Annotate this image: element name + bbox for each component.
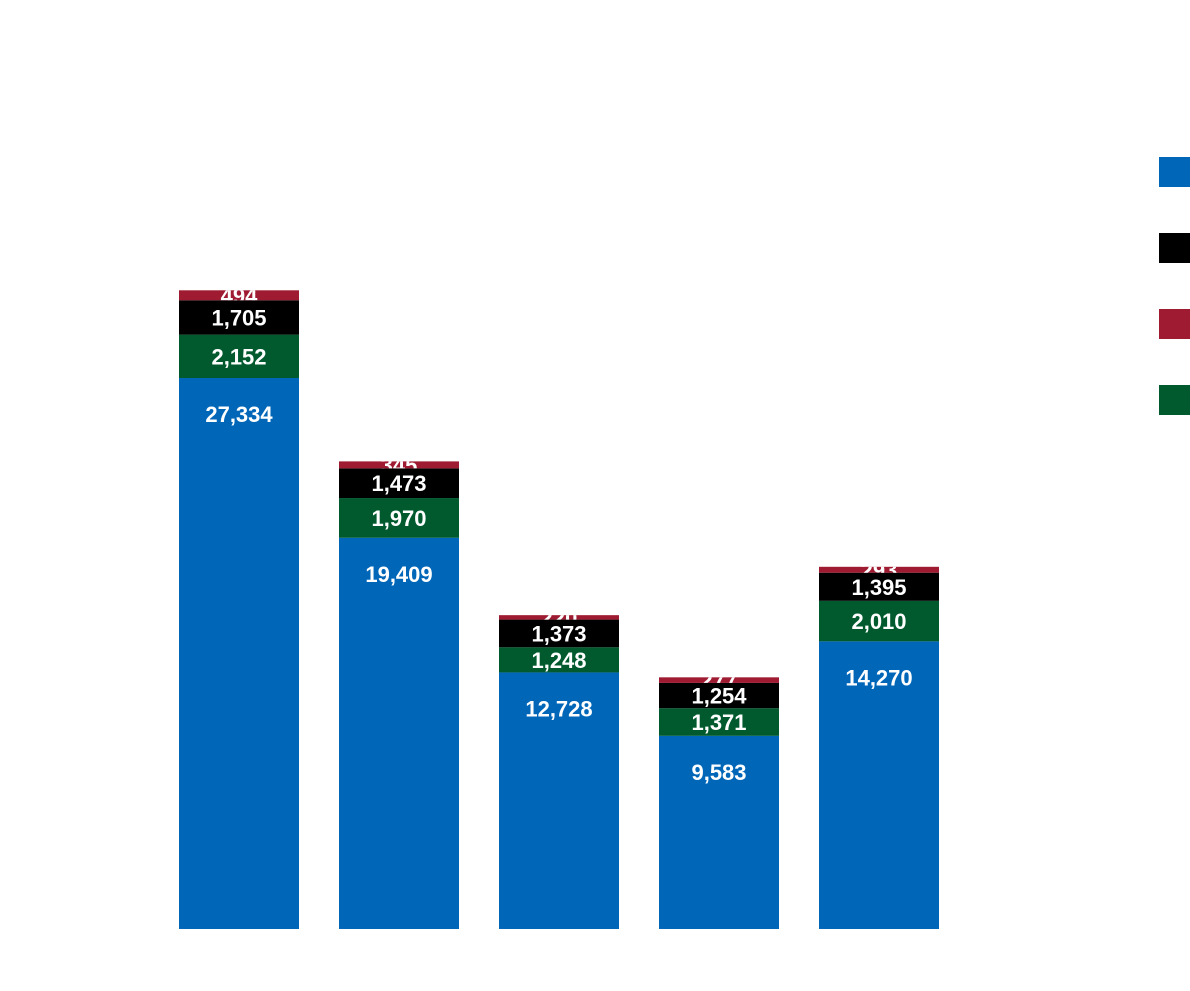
legend-swatch-4 bbox=[1159, 385, 1190, 415]
data-label-5-2: 2,010 bbox=[851, 609, 906, 634]
bar-segment-5-4 bbox=[819, 566, 939, 573]
data-label-1-4: 494 bbox=[221, 283, 258, 308]
data-label-1-2: 2,152 bbox=[211, 344, 266, 369]
bar-segment-1-2 bbox=[179, 334, 299, 379]
legend-swatch-3 bbox=[1159, 309, 1190, 339]
bar-segment-2-1 bbox=[339, 537, 459, 929]
data-label-3-4: 220 bbox=[541, 605, 578, 630]
data-label-5-1: 14,270 bbox=[845, 665, 912, 690]
data-label-2-4: 345 bbox=[381, 453, 418, 478]
bar-segment-2-4 bbox=[339, 461, 459, 469]
data-label-1-1: 27,334 bbox=[205, 402, 273, 427]
bar-segment-1-1 bbox=[179, 378, 299, 929]
data-label-1-3: 1,705 bbox=[211, 305, 266, 330]
bar-segment-3-4 bbox=[499, 615, 619, 620]
bar-segment-1-3 bbox=[179, 300, 299, 335]
data-label-3-1: 12,728 bbox=[525, 696, 592, 721]
bar-segment-4-1 bbox=[659, 735, 779, 929]
data-label-5-3: 1,395 bbox=[851, 575, 906, 600]
data-label-2-2: 1,970 bbox=[371, 506, 426, 531]
bar-segment-2-3 bbox=[339, 468, 459, 499]
bar-segment-5-1 bbox=[819, 641, 939, 929]
data-label-2-3: 1,473 bbox=[371, 471, 426, 496]
bar-segment-4-3 bbox=[659, 682, 779, 709]
data-label-4-2: 1,371 bbox=[691, 710, 746, 735]
data-label-4-4: 277 bbox=[701, 668, 738, 693]
legend-swatch-2 bbox=[1159, 233, 1190, 263]
bar-segment-3-1 bbox=[499, 672, 619, 929]
bar-segment-5-3 bbox=[819, 572, 939, 601]
data-label-3-3: 1,373 bbox=[531, 621, 586, 646]
data-label-3-2: 1,248 bbox=[531, 648, 586, 673]
legend-swatch-1 bbox=[1159, 157, 1190, 187]
bars-layer bbox=[179, 290, 939, 929]
data-label-2-1: 19,409 bbox=[365, 562, 432, 587]
bar-segment-4-4 bbox=[659, 677, 779, 683]
data-label-5-4: 293 bbox=[861, 558, 898, 583]
bar-segment-3-3 bbox=[499, 619, 619, 648]
legend bbox=[1159, 157, 1190, 415]
bar-segment-2-2 bbox=[339, 498, 459, 538]
bar-segment-1-4 bbox=[179, 290, 299, 301]
bar-segment-4-2 bbox=[659, 708, 779, 736]
data-label-4-3: 1,254 bbox=[691, 684, 747, 709]
bar-segment-3-2 bbox=[499, 647, 619, 673]
data-label-4-1: 9,583 bbox=[691, 760, 746, 785]
bar-segment-5-2 bbox=[819, 600, 939, 642]
